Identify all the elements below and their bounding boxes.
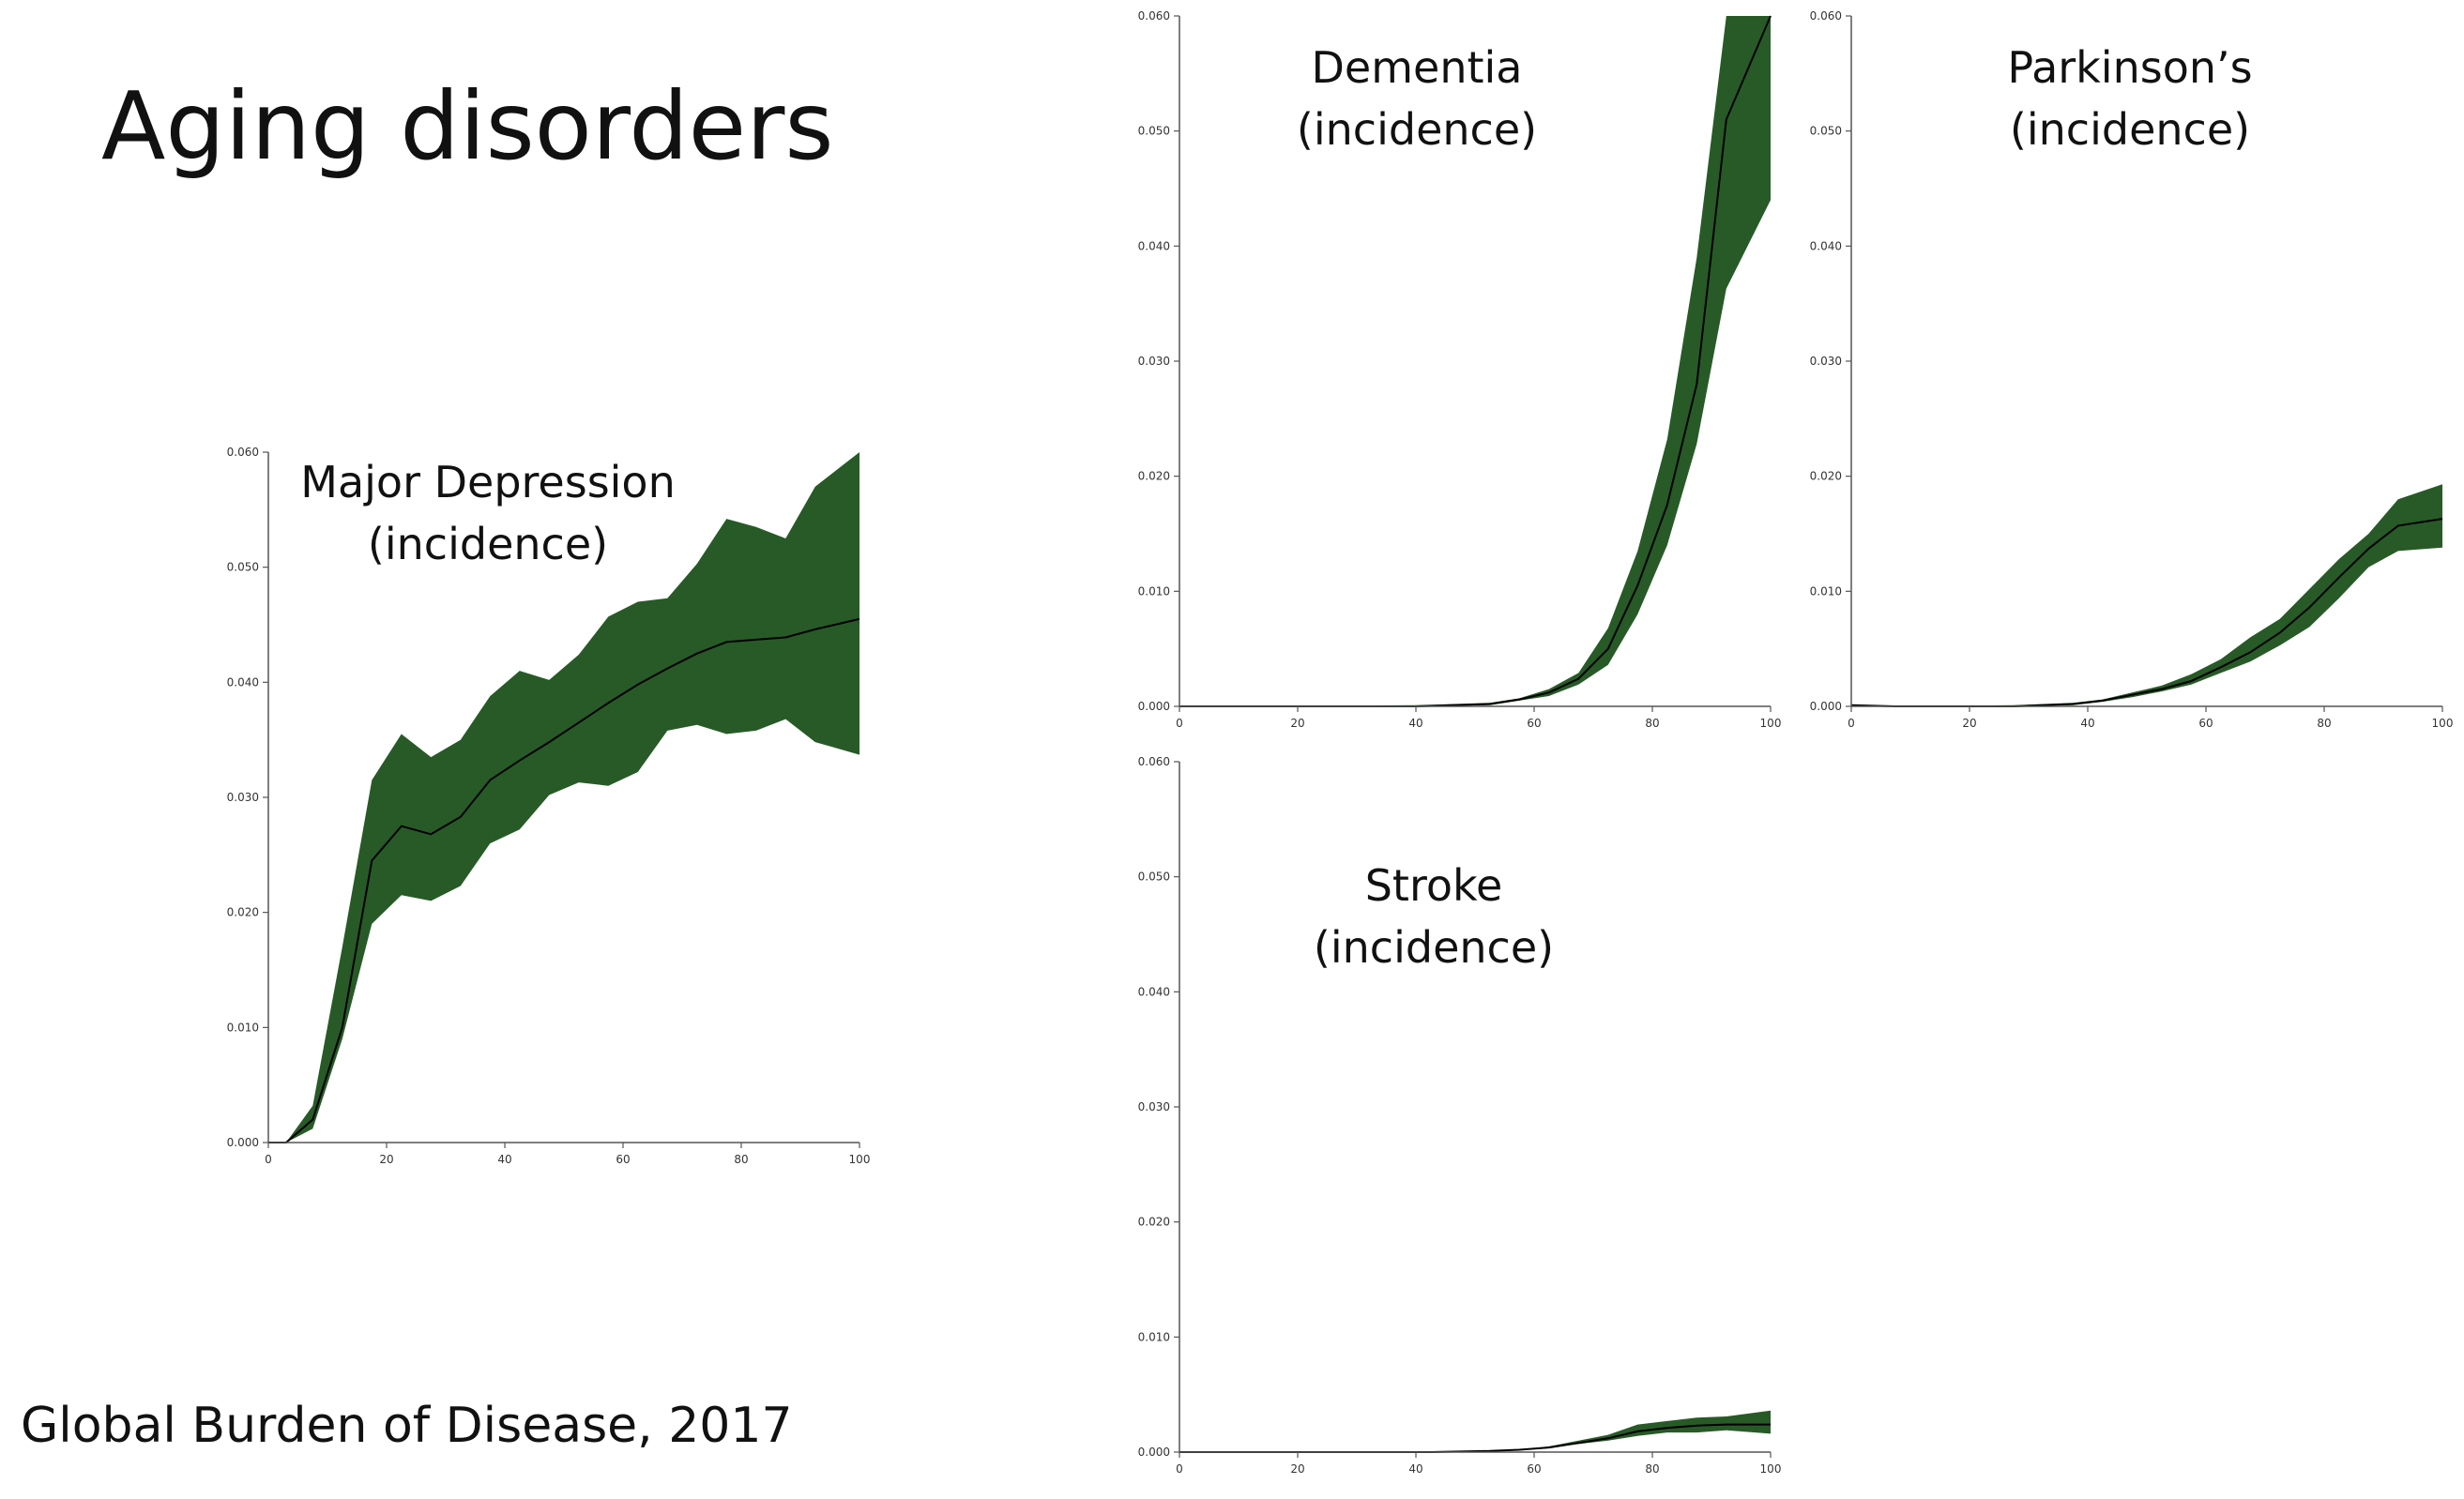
dementia-y-tick-label: 0.010 [1138, 584, 1170, 598]
stroke-x-tick-label: 0 [1176, 1462, 1183, 1476]
parkinsons-uncertainty-band [1851, 484, 2442, 706]
source-note: Global Burden of Disease, 2017 [21, 1398, 793, 1454]
dementia-x-tick-label: 0 [1176, 717, 1183, 730]
parkinsons-y-tick-label: 0.040 [1810, 239, 1842, 252]
parkinsons-x-tick-label: 100 [2432, 717, 2454, 730]
parkinsons-mean-line [1850, 518, 2443, 707]
depression-uncertainty-band [268, 452, 859, 1143]
parkinsons-chart: 0.000 0.010 0.020 0.030 0.040 0.050 0.060 0 20 40… [1810, 9, 2454, 730]
depression-y-tick-label: 0.020 [227, 906, 259, 919]
parkinsons-y-tick-label: 0.020 [1810, 470, 1842, 483]
depression-x-tick-label: 80 [734, 1153, 748, 1166]
parkinsons-y-tick-label: 0.000 [1810, 700, 1842, 713]
dementia-y-tick-label: 0.000 [1138, 700, 1170, 713]
stroke-x-tick-label: 80 [1645, 1462, 1659, 1476]
depression-y-tick-label: 0.050 [227, 561, 259, 574]
depression-title-line: Major Depression [300, 457, 675, 507]
stroke-x-tick-label: 60 [1527, 1462, 1541, 1476]
stroke-y-tick-label: 0.050 [1138, 871, 1170, 884]
parkinsons-y-tick-label: 0.060 [1810, 9, 1842, 23]
stroke-y-tick-label: 0.040 [1138, 985, 1170, 998]
dementia-x-tick-label: 80 [1645, 717, 1659, 730]
depression-x-tick-label: 20 [379, 1153, 393, 1166]
dementia-y-tick-label: 0.020 [1138, 470, 1170, 483]
parkinsons-title-line: Parkinson’s [2007, 42, 2252, 93]
dementia-y-tick-label: 0.030 [1138, 355, 1170, 368]
dementia-y-tick-label: 0.060 [1138, 9, 1170, 23]
dementia-title-line: (incidence) [1297, 104, 1537, 155]
depression-y-tick-label: 0.030 [227, 791, 259, 804]
dementia-x-tick-label: 60 [1527, 717, 1541, 730]
depression-y-tick-label: 0.060 [227, 446, 259, 459]
dementia-chart: 0.000 0.010 0.020 0.030 0.040 0.050 0.060 0 20 40… [1138, 9, 1782, 730]
parkinsons-y-tick-label: 0.010 [1810, 584, 1842, 598]
depression-title-line: (incidence) [368, 519, 608, 569]
depression-x-tick-label: 40 [497, 1153, 511, 1166]
depression-y-tick-label: 0.010 [227, 1021, 259, 1034]
stroke-y-tick-label: 0.060 [1138, 755, 1170, 768]
depression-y-tick-label: 0.000 [227, 1136, 259, 1149]
dementia-x-tick-label: 100 [1760, 717, 1782, 730]
stroke-title-line: Stroke [1365, 860, 1503, 911]
depression-x-tick-label: 0 [265, 1153, 272, 1166]
stroke-y-tick-label: 0.030 [1138, 1100, 1170, 1113]
depression-y-tick-label: 0.040 [227, 675, 259, 689]
dementia-mean-line [1179, 15, 1772, 707]
parkinsons-title-line: (incidence) [2010, 104, 2250, 155]
stroke-x-tick-label: 40 [1408, 1462, 1422, 1476]
dementia-y-tick-label: 0.040 [1138, 239, 1170, 252]
parkinsons-x-tick-label: 60 [2198, 717, 2213, 730]
parkinsons-y-tick-label: 0.050 [1810, 125, 1842, 138]
stroke-y-tick-label: 0.010 [1138, 1330, 1170, 1343]
depression-x-tick-label: 60 [616, 1153, 630, 1166]
slide-title: Aging disorders [101, 71, 834, 181]
stroke-chart: 0.000 0.010 0.020 0.030 0.040 0.050 0.060 0 20 40… [1138, 755, 1782, 1476]
stroke-x-tick-label: 20 [1290, 1462, 1304, 1476]
parkinsons-x-tick-label: 0 [1848, 717, 1855, 730]
stroke-mean-line [1179, 1423, 1771, 1453]
depression-chart: 0.000 0.010 0.020 0.030 0.040 0.050 0.060 0 20 40… [227, 446, 871, 1166]
stroke-x-tick-label: 100 [1760, 1462, 1782, 1476]
parkinsons-y-tick-label: 0.030 [1810, 355, 1842, 368]
stroke-y-tick-label: 0.000 [1138, 1446, 1170, 1459]
depression-x-tick-label: 100 [849, 1153, 871, 1166]
dementia-title-line: Dementia [1312, 42, 1523, 93]
dementia-y-tick-label: 0.050 [1138, 125, 1170, 138]
parkinsons-x-tick-label: 20 [1962, 717, 1976, 730]
stroke-y-tick-label: 0.020 [1138, 1216, 1170, 1229]
parkinsons-x-tick-label: 40 [2080, 717, 2094, 730]
stroke-uncertainty-band [1179, 1410, 1771, 1452]
dementia-x-tick-label: 20 [1290, 717, 1304, 730]
dementia-x-tick-label: 40 [1408, 717, 1422, 730]
depression-mean-line [268, 617, 860, 1143]
parkinsons-x-tick-label: 80 [2317, 717, 2331, 730]
stroke-title-line: (incidence) [1314, 922, 1554, 973]
